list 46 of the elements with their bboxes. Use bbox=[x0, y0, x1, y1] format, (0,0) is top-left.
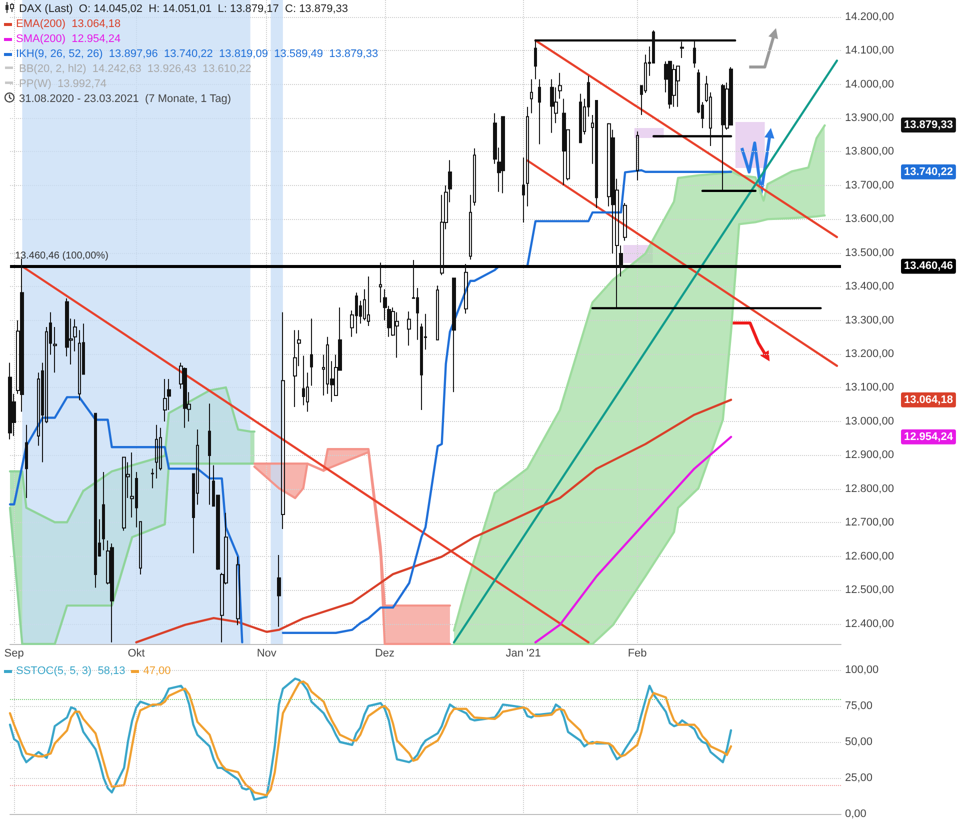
legend-label: 47,00 bbox=[143, 665, 171, 677]
annotation: 31.08.2020 - 23.03.2021 (7 Monate, 1 Tag) bbox=[19, 93, 232, 105]
x-tick-label: Nov bbox=[256, 648, 277, 660]
y-tick-label: 12.700,00 bbox=[845, 516, 894, 529]
legend-label: SSTOC(5, 5, 3) 58,13 bbox=[16, 665, 126, 677]
y-tick-label: 100,00 bbox=[845, 664, 879, 676]
y-tick-label: 13.100,00 bbox=[845, 382, 894, 394]
y2-tick-label: 12.954,24 bbox=[904, 430, 954, 443]
y2-tick-label: 13.740,22 bbox=[904, 166, 953, 178]
y-tick-label: 12.900,00 bbox=[845, 449, 894, 462]
x-tick-label: Feb bbox=[628, 648, 647, 660]
y-tick-label: 25,00 bbox=[845, 772, 873, 784]
y-tick-label: 13.300,00 bbox=[845, 314, 894, 326]
y-tick-label: 12.800,00 bbox=[845, 482, 894, 495]
x-tick-label: Jan '21 bbox=[506, 648, 541, 660]
y-tick-label: 14.000,00 bbox=[845, 78, 894, 90]
y-tick-label: 12.600,00 bbox=[845, 550, 894, 562]
y-tick-label: 0,00 bbox=[845, 808, 866, 820]
annotation: PP(W) 13.992,74 bbox=[19, 78, 106, 90]
annotation: BB(20, 2, hl2) 14.242,63 13.926,43 13.610,22 bbox=[19, 63, 252, 75]
chart-title: DAX (Last) bbox=[19, 3, 73, 15]
y2-tick-label: 13.064,18 bbox=[904, 394, 953, 406]
y2-tick-label: 13.879,33 bbox=[904, 118, 953, 131]
ref-line-label: 13.460,46 (100,00%) bbox=[15, 250, 108, 262]
x-tick-label: Dez bbox=[374, 648, 395, 660]
y-tick-label: 50,00 bbox=[845, 736, 873, 748]
y-tick-label: 12.500,00 bbox=[845, 584, 894, 596]
y-tick-label: 12.400,00 bbox=[845, 618, 894, 630]
y-tick-label: 13.700,00 bbox=[845, 179, 894, 192]
y-tick-label: 13.400,00 bbox=[845, 280, 894, 293]
legend-label: SMA(200) 12.954,24 bbox=[16, 33, 121, 45]
y-tick-label: 14.100,00 bbox=[845, 44, 894, 57]
x-tick-label: Okt bbox=[128, 648, 145, 660]
y-tick-label: 75,00 bbox=[845, 700, 873, 712]
y-tick-label: 13.000,00 bbox=[845, 415, 894, 428]
y-tick-label: 13.500,00 bbox=[845, 246, 894, 259]
legend-label: IKH(9, 26, 52, 26) 13.897,96 13.740,22 13.819,09 13.589,49 13.879,33 bbox=[16, 48, 378, 60]
y-tick-label: 13.900,00 bbox=[845, 112, 894, 124]
y-tick-label: 14.200,00 bbox=[845, 10, 894, 23]
y-tick-label: 13.200,00 bbox=[845, 348, 894, 360]
legend-label: EMA(200) 13.064,18 bbox=[16, 18, 121, 30]
y-tick-label: 13.600,00 bbox=[845, 213, 894, 226]
y-tick-label: 13.800,00 bbox=[845, 146, 894, 158]
x-tick-label: Sep bbox=[4, 648, 24, 660]
annotation: O: 14.045,02 H: 14.051,01 L: 13.879,17 C: 13.879,33 bbox=[78, 3, 348, 15]
y2-tick-label: 13.460,46 bbox=[904, 260, 953, 272]
